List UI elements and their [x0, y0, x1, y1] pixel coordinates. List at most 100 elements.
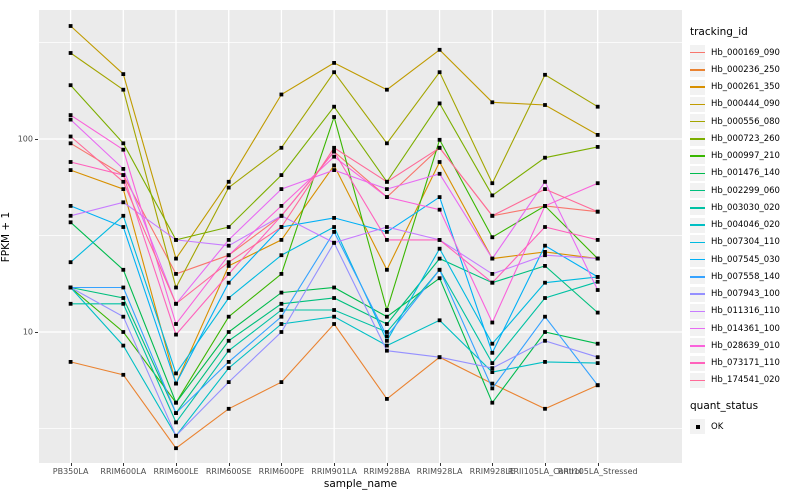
data-point [595, 133, 600, 137]
data-point [121, 330, 126, 334]
data-point [68, 24, 73, 28]
legend-item-label: Hb_007545_030 [711, 254, 780, 265]
data-point [121, 72, 126, 76]
data-point [437, 276, 442, 281]
black-square-point-icon [695, 424, 700, 429]
data-point [490, 272, 495, 276]
legend-item: Hb_000169_090 [690, 44, 798, 61]
data-point [543, 250, 547, 254]
legend-key [690, 419, 705, 435]
data-point [174, 400, 178, 405]
legend-item-label: Hb_000556_080 [711, 116, 780, 127]
data-point [543, 330, 547, 334]
data-point [174, 256, 178, 261]
data-point [226, 366, 231, 370]
data-point [332, 145, 336, 150]
y-axis-ticks [35, 0, 39, 500]
data-point [595, 145, 600, 149]
legend-item: Hb_001476_140 [690, 165, 798, 182]
data-point [279, 290, 284, 295]
data-point [226, 185, 231, 190]
legend-key [690, 234, 705, 250]
data-point [174, 371, 178, 376]
legend-title: tracking_id [690, 26, 748, 38]
data-point [121, 225, 126, 229]
data-point [121, 141, 126, 146]
data-point [174, 285, 178, 290]
x-tick-label: RRII105LA_Stressed [557, 467, 638, 476]
legend-item: Hb_004046_020 [690, 217, 798, 234]
legend-item-label: Hb_000444_090 [711, 99, 780, 110]
data-point [385, 141, 389, 146]
data-point [385, 230, 389, 234]
data-point [595, 238, 600, 242]
legend-line-swatch-icon [690, 345, 705, 347]
data-point [437, 246, 442, 251]
data-point [68, 141, 73, 146]
data-point [279, 330, 284, 334]
legend-line-swatch-icon [690, 172, 705, 175]
data-point [332, 308, 336, 312]
data-point [279, 253, 284, 258]
legend-title: quant_status [690, 400, 759, 412]
data-point [385, 330, 389, 334]
legend-item: Hb_014361_100 [690, 320, 798, 337]
data-point [121, 314, 126, 319]
data-point [543, 338, 547, 343]
legend-line-swatch-icon [690, 69, 705, 71]
legend-line-swatch-icon [690, 103, 705, 106]
legend-item: Hb_011316_110 [690, 303, 798, 320]
data-point [68, 134, 73, 139]
x-tick-label: RRIM928LE [469, 467, 515, 476]
data-point [121, 343, 126, 348]
data-point [595, 104, 600, 109]
legend-key [690, 252, 705, 268]
data-point [121, 87, 126, 92]
data-point [174, 446, 178, 451]
legend-item-label: Hb_001476_140 [711, 168, 780, 179]
data-point [226, 380, 231, 384]
data-point [490, 256, 495, 261]
x-tick-mark [334, 463, 336, 466]
data-point [279, 213, 284, 218]
data-point [490, 400, 495, 405]
plot-panel [39, 10, 682, 463]
legend-item: Hb_007943_100 [690, 286, 798, 303]
data-point [385, 343, 389, 348]
data-point [543, 179, 547, 184]
legend-item: Hb_073171_110 [690, 355, 798, 372]
data-point [332, 168, 336, 172]
data-point [279, 225, 284, 229]
legend-key [690, 165, 705, 181]
data-point [68, 113, 73, 117]
data-point [490, 213, 495, 218]
legend-item: Hb_000556_080 [690, 113, 798, 130]
data-point [226, 280, 231, 285]
legend-tracking-id: tracking_id Hb_000169_090 Hb_000236_250 Hb… [690, 26, 798, 389]
data-point [226, 225, 231, 229]
data-point [595, 256, 600, 261]
legend-quant-status: quant_status OK [690, 400, 798, 435]
data-point [226, 348, 231, 353]
legend-item: Hb_028639_010 [690, 337, 798, 354]
data-point [121, 285, 126, 290]
data-point [226, 243, 231, 248]
x-tick-label: RRII105LA_Control [507, 467, 583, 476]
data-point [121, 179, 126, 184]
x-tick-mark [281, 463, 283, 466]
data-point [490, 341, 495, 346]
data-point [437, 238, 442, 242]
data-point [543, 360, 547, 364]
x-tick-label: RRIM928LA [416, 467, 463, 476]
data-point [226, 179, 231, 184]
data-point [226, 314, 231, 319]
data-point [279, 204, 284, 208]
data-point [437, 267, 442, 272]
data-point [174, 238, 178, 242]
data-point [490, 350, 495, 355]
legend-item: Hb_002299_060 [690, 182, 798, 199]
data-point [174, 322, 178, 326]
data-point [437, 171, 442, 176]
x-tick-mark [386, 463, 388, 466]
x-tick-label: RRIM901LA [311, 467, 358, 476]
